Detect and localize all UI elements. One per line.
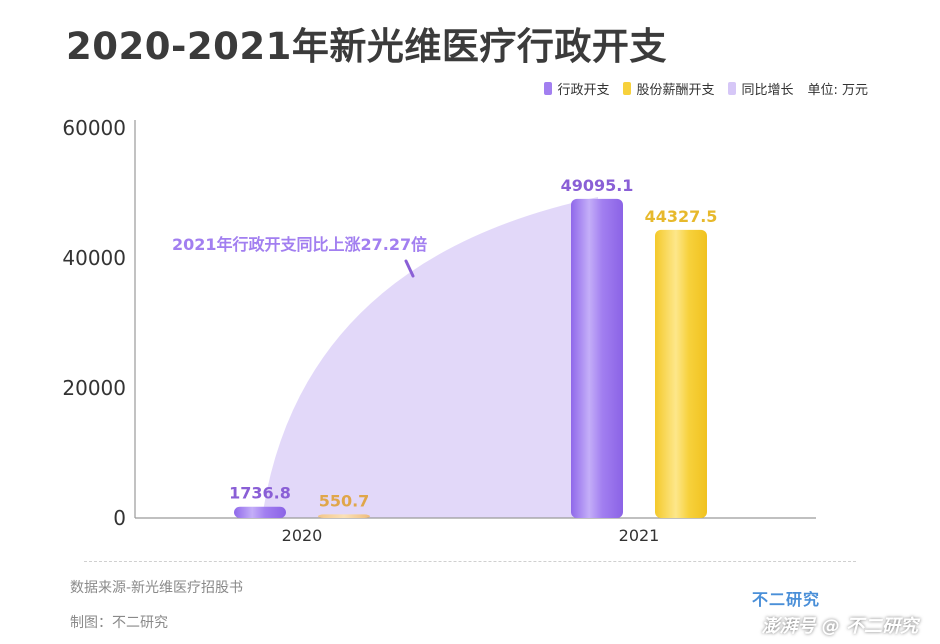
data-label: 550.7 <box>319 491 370 510</box>
unit-label: 单位: 万元 <box>807 83 868 98</box>
bar-admin-2021 <box>571 198 623 519</box>
data-source: 数据来源-新光维医疗招股书 <box>70 580 244 596</box>
footer-divider <box>84 561 856 562</box>
annotation-pointer <box>404 259 415 278</box>
legend-item-growth: 同比增长 <box>728 79 793 98</box>
growth-area <box>262 197 598 518</box>
legend-label-share: 股份薪酬开支 <box>636 83 715 98</box>
legend-swatch-share <box>623 82 632 95</box>
brand-logo-text: 不二研究 <box>751 590 820 609</box>
data-label: 49095.1 <box>561 176 634 195</box>
bar-share-2020 <box>318 514 370 518</box>
legend-swatch-admin <box>544 82 553 95</box>
data-label: 44327.5 <box>645 207 718 226</box>
watermark-credit: 澎湃号 @ 不二研究 <box>761 616 918 637</box>
bar-chart: 0 20000 40000 60000 1736.8 550.7 2020 49095.1 44… <box>62 116 816 545</box>
bar-admin-2020 <box>234 506 286 518</box>
y-tick-label: 20000 <box>62 376 126 400</box>
chart-title: 2020-2021年新光维医疗行政开支 <box>66 25 667 68</box>
y-tick-label: 60000 <box>62 116 126 140</box>
x-tick-label: 2020 <box>282 526 323 545</box>
legend-item-admin: 行政开支 <box>544 79 609 98</box>
y-tick-label: 40000 <box>62 246 126 270</box>
legend-swatch-growth <box>728 82 737 95</box>
legend-label-admin: 行政开支 <box>557 83 610 98</box>
legend: 行政开支 股份薪酬开支 同比增长 单位: 万元 <box>544 79 868 98</box>
legend-label-growth: 同比增长 <box>741 83 794 98</box>
bar-share-2021 <box>655 229 707 518</box>
x-tick-label: 2021 <box>619 526 660 545</box>
made-by: 制图：不二研究 <box>70 615 168 631</box>
legend-item-share: 股份薪酬开支 <box>623 79 714 98</box>
growth-annotation: 2021年行政开支同比上涨27.27倍 <box>172 235 427 254</box>
data-label: 1736.8 <box>229 484 291 503</box>
y-tick-label: 0 <box>113 506 126 530</box>
